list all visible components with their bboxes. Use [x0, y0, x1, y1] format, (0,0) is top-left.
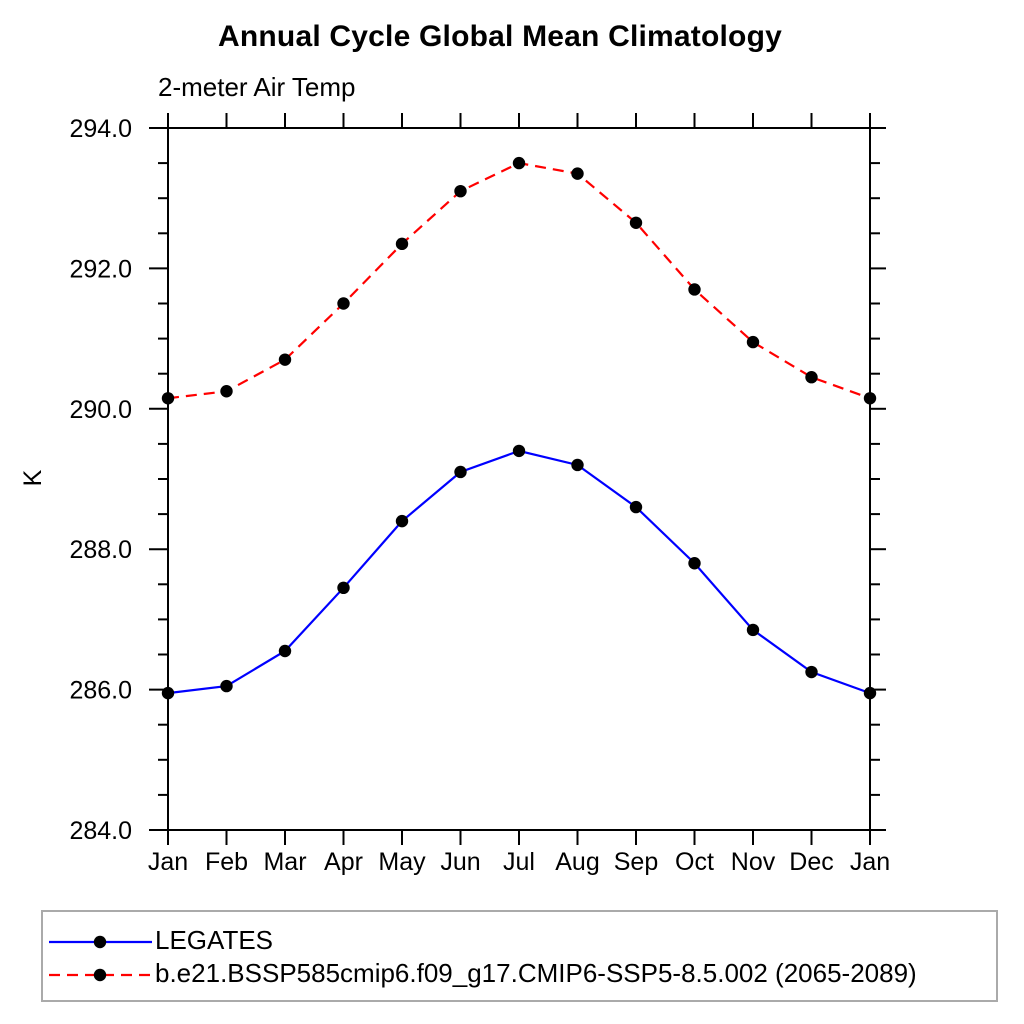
data-point-marker-1	[863, 392, 877, 405]
data-point-marker-1	[512, 156, 526, 170]
plot-box	[167, 127, 871, 831]
legend-line-sample	[49, 968, 152, 981]
legend-label-legates: LEGATES	[155, 924, 274, 955]
series-line-0	[167, 449, 871, 695]
y-tick-label: 286.0	[69, 677, 132, 705]
legend-item-legates: LEGATES	[49, 927, 996, 953]
chart-title: Annual Cycle Global Mean Climatology	[218, 20, 782, 53]
data-point-marker-0	[220, 679, 233, 693]
legend: LEGATES b.e21.BSSP585cmip6.f09_g17.CMIP6…	[41, 910, 998, 1002]
data-point-marker-1	[805, 371, 818, 384]
x-tick-label: Jan	[850, 848, 890, 876]
data-point-marker-0	[395, 514, 409, 528]
x-tick-label: Jun	[440, 848, 480, 876]
legend-swatch-blue-line-icon	[49, 930, 152, 950]
x-tick-label: Jan	[148, 848, 188, 876]
y-tick-label: 284.0	[69, 817, 132, 845]
legend-label-model: b.e21.BSSP585cmip6.f09_g17.CMIP6-SSP5-8.…	[155, 957, 917, 988]
series-line-1	[167, 161, 871, 400]
chart-subtitle: 2-meter Air Temp	[158, 72, 356, 102]
data-point-marker-1	[278, 353, 292, 366]
x-tick-label: Aug	[555, 848, 599, 876]
data-point-marker-0	[454, 465, 467, 479]
legend-swatch-red-dashed-line-icon	[49, 963, 152, 983]
data-point-marker-0	[337, 581, 350, 595]
x-tick-label: Nov	[731, 848, 776, 876]
legend-line-sample	[49, 935, 152, 948]
y-tick-label: 292.0	[69, 255, 132, 283]
x-tick-label: Apr	[324, 848, 363, 876]
data-point-marker-0	[278, 644, 292, 658]
data-point-marker-1	[746, 335, 760, 349]
y-tick-label: 290.0	[69, 396, 132, 424]
x-tick-label: May	[378, 848, 426, 876]
x-tick-label: Sep	[614, 848, 658, 876]
data-point-marker-0	[805, 665, 818, 679]
data-point-marker-0	[688, 557, 701, 570]
data-point-marker-0	[863, 686, 877, 700]
data-point-marker-1	[571, 167, 584, 180]
data-point-marker-1	[454, 184, 467, 198]
x-tick-label: Mar	[263, 848, 306, 876]
x-tick-label: Feb	[205, 848, 248, 876]
data-point-marker-1	[688, 283, 701, 296]
x-tick-label: Dec	[789, 848, 833, 876]
data-point-marker-0	[746, 623, 760, 637]
data-point-marker-0	[161, 686, 175, 700]
data-point-marker-1	[629, 216, 643, 229]
x-tick-label: Oct	[675, 848, 714, 876]
data-point-marker-1	[161, 392, 175, 405]
data-point-marker-1	[337, 297, 350, 310]
data-point-marker-0	[629, 500, 643, 514]
data-point-marker-1	[220, 385, 233, 398]
legend-item-model: b.e21.BSSP585cmip6.f09_g17.CMIP6-SSP5-8.…	[49, 960, 996, 986]
y-tick-label: 294.0	[69, 115, 132, 143]
x-tick-label: Jul	[503, 848, 535, 876]
data-point-marker-1	[395, 237, 409, 251]
data-point-marker-0	[571, 458, 584, 472]
y-tick-label: 288.0	[69, 536, 132, 564]
data-point-marker-0	[512, 444, 526, 458]
